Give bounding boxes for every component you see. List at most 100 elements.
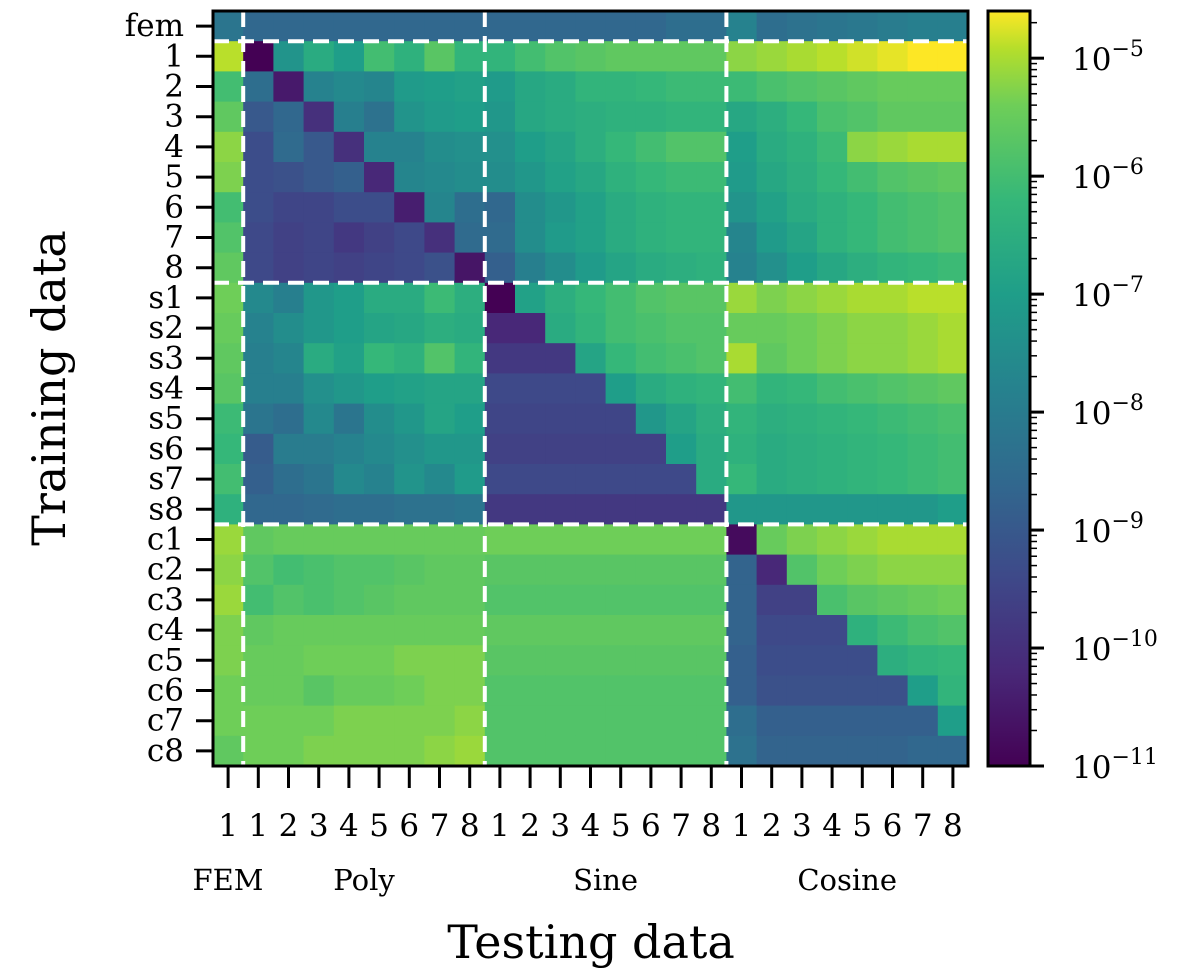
heatmap-cell xyxy=(635,584,667,616)
heatmap-cell xyxy=(937,524,969,556)
y-tick-label: 2 xyxy=(164,69,184,105)
heatmap-cell xyxy=(937,71,969,103)
colorbar-tick-label: 10−5 xyxy=(1072,37,1144,78)
heatmap-cell xyxy=(273,192,305,223)
heatmap-cell xyxy=(484,71,516,103)
heatmap-cell xyxy=(907,131,939,163)
heatmap-cell xyxy=(847,41,878,72)
heatmap-cell xyxy=(424,313,456,344)
heatmap-cell xyxy=(877,131,909,163)
heatmap-cell xyxy=(817,252,848,284)
heatmap-cell xyxy=(515,313,546,344)
heatmap-cell xyxy=(666,584,697,616)
heatmap-cell xyxy=(635,282,667,314)
heatmap-cell xyxy=(333,192,365,223)
heatmap-cell xyxy=(907,192,939,223)
heatmap-cell xyxy=(484,222,516,254)
x-group-label: FEM xyxy=(193,863,264,897)
heatmap-cell xyxy=(303,101,335,133)
heatmap-cell xyxy=(817,282,848,314)
heatmap-cell xyxy=(394,705,425,737)
heatmap-cell xyxy=(907,373,939,405)
heatmap-cell xyxy=(666,343,697,374)
heatmap-cell xyxy=(243,131,274,163)
heatmap-cell xyxy=(213,101,244,133)
heatmap-cell xyxy=(213,524,244,556)
heatmap-cell xyxy=(484,615,516,646)
heatmap-cell xyxy=(515,343,546,374)
y-tick-label: 1 xyxy=(164,38,184,74)
y-tick-label: c7 xyxy=(147,703,184,739)
heatmap-cell xyxy=(454,162,486,193)
y-tick-label: s2 xyxy=(148,310,184,346)
x-tick-label: 1 xyxy=(732,808,752,844)
y-tick-label: 6 xyxy=(164,189,184,225)
heatmap-cell xyxy=(786,524,818,556)
heatmap-cell xyxy=(847,645,878,676)
heatmap-cell xyxy=(696,554,727,586)
heatmap-cell xyxy=(877,313,909,344)
heatmap-cell xyxy=(847,373,878,405)
heatmap-cell xyxy=(817,373,848,405)
heatmap-cell xyxy=(394,162,425,193)
heatmap-cell xyxy=(605,282,637,314)
heatmap-cell xyxy=(454,464,486,495)
heatmap-cell xyxy=(545,554,576,586)
heatmap-cell xyxy=(213,403,244,435)
heatmap-cell xyxy=(786,615,818,646)
heatmap-cell xyxy=(515,735,546,767)
heatmap-cell xyxy=(545,615,576,646)
heatmap-cell xyxy=(726,41,758,72)
heatmap-cell xyxy=(515,554,546,586)
heatmap-cell xyxy=(515,675,546,707)
heatmap-cell xyxy=(696,735,727,767)
heatmap-cell xyxy=(364,343,395,374)
heatmap-cell xyxy=(303,675,335,707)
heatmap-cell xyxy=(847,433,878,465)
x-tick-label: 4 xyxy=(822,808,842,844)
heatmap-cell xyxy=(726,735,758,767)
heatmap-cell xyxy=(303,645,335,676)
x-tick-label: 3 xyxy=(792,808,812,844)
heatmap-cell xyxy=(726,11,758,42)
heatmap-cell xyxy=(605,675,637,707)
heatmap-cell xyxy=(243,252,274,284)
heatmap-cell xyxy=(877,645,909,676)
heatmap-cell xyxy=(786,343,818,374)
heatmap-cell xyxy=(364,735,395,767)
heatmap-cell xyxy=(605,11,637,42)
heatmap-cell xyxy=(213,41,244,72)
heatmap-cell xyxy=(635,101,667,133)
heatmap-cell xyxy=(484,313,516,344)
heatmap-cell xyxy=(515,282,546,314)
y-tick-label: c1 xyxy=(147,522,184,558)
colorbar-tick-label: 10−7 xyxy=(1072,273,1144,314)
heatmap-cell xyxy=(515,524,546,556)
heatmap-cell xyxy=(877,222,909,254)
heatmap-cell xyxy=(847,162,878,193)
heatmap-cell xyxy=(696,252,727,284)
heatmap-cell xyxy=(937,222,969,254)
heatmap-cell xyxy=(545,313,576,344)
heatmap-cell xyxy=(424,554,456,586)
heatmap-cell xyxy=(666,101,697,133)
heatmap-cell xyxy=(213,705,244,737)
heatmap-cell xyxy=(937,192,969,223)
heatmap-cell xyxy=(213,252,244,284)
heatmap-cell xyxy=(937,343,969,374)
heatmap-cell xyxy=(907,343,939,374)
heatmap-cell xyxy=(847,705,878,737)
heatmap-cell xyxy=(243,675,274,707)
heatmap-cell xyxy=(696,645,727,676)
heatmap-cell xyxy=(907,464,939,495)
heatmap-cell xyxy=(817,162,848,193)
heatmap-cell xyxy=(817,735,848,767)
heatmap-cell xyxy=(243,615,274,646)
heatmap-cell xyxy=(243,192,274,223)
heatmap-cell xyxy=(696,162,727,193)
heatmap-cell xyxy=(605,645,637,676)
heatmap-cell xyxy=(424,464,456,495)
heatmap-cell xyxy=(303,131,335,163)
heatmap-cell xyxy=(545,162,576,193)
heatmap-cell xyxy=(726,464,758,495)
